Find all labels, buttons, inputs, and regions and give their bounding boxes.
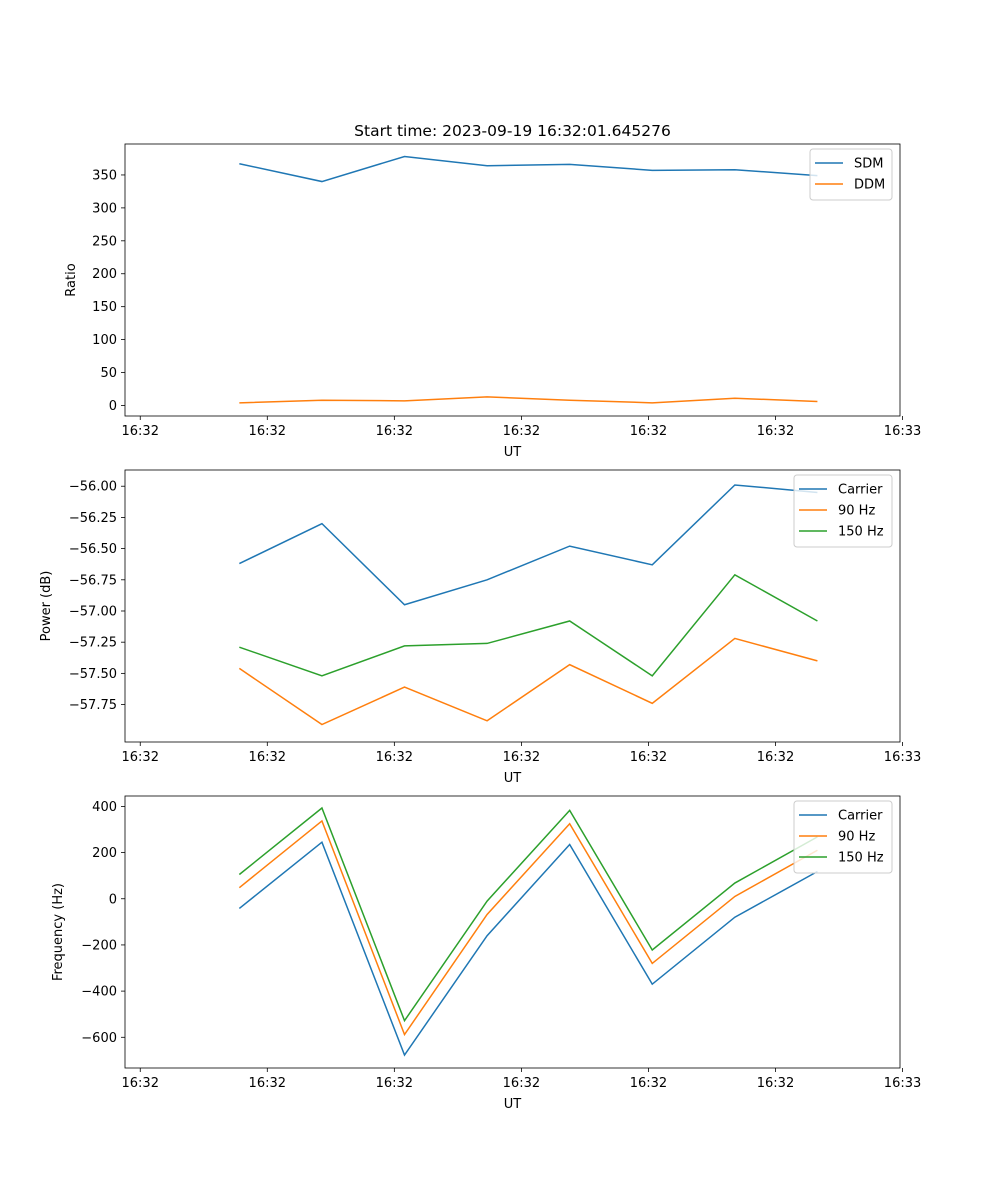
series-line-90-hz: [238, 637, 818, 726]
axes-frame: [124, 795, 901, 1069]
x-tick-label: 16:32: [630, 750, 667, 765]
x-axis-label: UT: [504, 445, 522, 460]
y-tick-label: 100: [92, 333, 117, 348]
y-tick-label: 150: [92, 300, 117, 315]
series-line-ddm: [239, 396, 818, 404]
x-axis-label: UT: [504, 771, 522, 786]
legend-label: 90 Hz: [838, 830, 875, 845]
y-tick-label: 200: [92, 267, 117, 282]
y-tick-label: −400: [81, 985, 117, 1000]
legend-box: [809, 148, 893, 201]
x-tick-label: 16:32: [757, 1076, 794, 1091]
y-tick-label: −56.50: [69, 542, 117, 557]
y-tick-label: 200: [92, 846, 117, 861]
y-tick-label: −57.75: [69, 698, 117, 713]
legend: Carrier 90 Hz 150 Hz: [793, 474, 893, 548]
y-tick-label: −200: [81, 938, 117, 953]
axes-frame: [124, 143, 901, 417]
y-tick-label: 0: [109, 399, 117, 414]
y-tick-label: −600: [81, 1031, 117, 1046]
y-tick-label: 400: [92, 800, 117, 815]
y-tick-label: 50: [100, 366, 117, 381]
legend: Carrier 90 Hz 150 Hz: [793, 800, 893, 874]
x-tick-label: 16:32: [376, 1076, 413, 1091]
x-tick-label: 16:32: [249, 424, 286, 439]
y-tick-label: 300: [92, 201, 117, 216]
legend-label: Carrier: [838, 483, 883, 498]
y-tick-label: 0: [109, 892, 117, 907]
x-tick-label: 16:33: [884, 424, 921, 439]
x-tick-label: 16:32: [122, 1076, 159, 1091]
series-line-90-hz: [238, 819, 818, 1037]
y-axis-label: Ratio: [64, 263, 79, 296]
x-axis-label: UT: [504, 1097, 522, 1112]
x-tick-label: 16:33: [884, 1076, 921, 1091]
series-line-carrier: [239, 484, 818, 606]
legend-box: [793, 474, 893, 548]
y-tick-label: −57.50: [69, 667, 117, 682]
x-tick-label: 16:32: [503, 750, 540, 765]
chart-panel-3: 16:32 16:32 16:32 16:32 16:32 16:32 16:33 −600 −…: [51, 795, 921, 1112]
x-tick-label: 16:32: [630, 424, 667, 439]
axes-frame: [124, 469, 901, 743]
series-line-150-hz: [239, 573, 818, 677]
x-tick-label: 16:32: [122, 424, 159, 439]
series-line-sdm: [239, 155, 818, 183]
x-tick-label: 16:32: [376, 750, 413, 765]
legend-label: Carrier: [838, 809, 883, 824]
chart-title: Start time: 2023-09-19 16:32:01.645276: [354, 122, 671, 140]
y-tick-label: 350: [92, 168, 117, 183]
x-tick-label: 16:32: [757, 424, 794, 439]
chart-panel-1: Start time: 2023-09-19 16:32:01.645276 16…: [64, 122, 921, 460]
legend-label: 90 Hz: [838, 504, 875, 519]
y-tick-label: −57.00: [69, 604, 117, 619]
x-tick-label: 16:32: [249, 1076, 286, 1091]
x-tick-label: 16:32: [503, 1076, 540, 1091]
y-tick-label: −56.25: [69, 511, 117, 526]
y-tick-label: 250: [92, 234, 117, 249]
chart-panel-2: 16:32 16:32 16:32 16:32 16:32 16:32 16:33 −57.7…: [39, 469, 921, 786]
y-axis-label: Frequency (Hz): [51, 883, 66, 981]
series-line-carrier: [238, 840, 818, 1057]
x-tick-label: 16:32: [630, 1076, 667, 1091]
y-tick-label: −56.75: [69, 573, 117, 588]
legend-box: [793, 800, 893, 874]
x-tick-label: 16:32: [503, 424, 540, 439]
legend-label: 150 Hz: [838, 525, 884, 540]
y-axis-label: Power (dB): [39, 571, 54, 642]
legend-label: DDM: [854, 178, 885, 193]
legend-label: SDM: [854, 157, 883, 172]
x-tick-label: 16:32: [249, 750, 286, 765]
x-tick-label: 16:32: [122, 750, 159, 765]
y-tick-label: −57.25: [69, 636, 117, 651]
series-line-150-hz: [238, 806, 818, 1023]
y-tick-label: −56.00: [69, 480, 117, 495]
x-tick-label: 16:32: [757, 750, 794, 765]
legend: SDM DDM: [809, 148, 893, 201]
legend-label: 150 Hz: [838, 851, 884, 866]
x-tick-label: 16:33: [884, 750, 921, 765]
x-tick-label: 16:32: [376, 424, 413, 439]
